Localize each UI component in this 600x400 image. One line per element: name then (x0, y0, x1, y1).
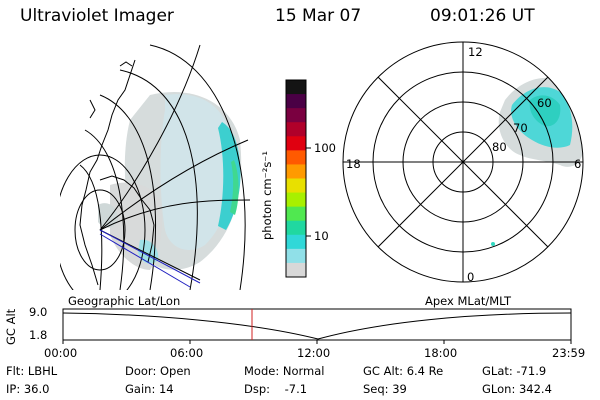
lat-label-80: 80 (492, 140, 507, 154)
timeline-right-title: Apex MLat/MLT (425, 294, 512, 308)
coastline (79, 59, 155, 286)
colorbar-segment (286, 136, 306, 151)
polar-image (491, 77, 583, 246)
colorbar-segment (286, 80, 306, 95)
colorbar-segment (286, 94, 306, 109)
polar-grid (342, 41, 584, 283)
timeline-left-title: Geographic Lat/Lon (68, 294, 181, 308)
status-gc-alt: GC Alt: 6.4 Re (363, 364, 444, 378)
date-label: 15 Mar 07 (275, 6, 362, 26)
orbit-track (99, 229, 201, 288)
colorbar (286, 80, 306, 278)
timeline-x-tick-4: 23:59 (552, 346, 586, 360)
time-label: 09:01:26 UT (430, 6, 535, 26)
mlt-label-0: 0 (467, 270, 475, 284)
colorbar-segment (286, 164, 306, 179)
status-mode: Mode: Normal (244, 364, 325, 378)
colorbar-segment (286, 108, 306, 123)
lat-label-60: 60 (537, 96, 552, 110)
mlt-label-12: 12 (468, 45, 483, 59)
timeline-x-tick-2: 12:00 (297, 346, 331, 360)
colorbar-unit-label: photon cm⁻²s⁻¹ (260, 151, 274, 240)
colorbar-tick-10: 10 (314, 229, 329, 243)
timeline-x-tick-1: 06:00 (170, 346, 204, 360)
colorbar-segment (286, 122, 306, 137)
instrument-title: Ultraviolet Imager (20, 6, 174, 26)
status-door: Door: Open (125, 364, 191, 378)
timeline-x-tick-3: 18:00 (424, 346, 458, 360)
status-filter: Flt: LBHL (6, 364, 58, 378)
timeline-x-tick-0: 00:00 (44, 346, 78, 360)
colorbar-segment (286, 178, 306, 194)
status-glon: GLon: 342.4 (482, 382, 552, 396)
timeline-y-min: 1.8 (29, 328, 48, 342)
colorbar-segment (286, 150, 306, 165)
status-seq: Seq: 39 (363, 382, 407, 396)
timeline-axis-label: GC Alt (4, 308, 18, 345)
status-glat: GLat: -71.9 (482, 364, 547, 378)
status-gain: Gain: 14 (125, 382, 174, 396)
colorbar-segment (286, 192, 306, 208)
colorbar-tick-100: 100 (314, 141, 336, 155)
colorbar-segment (286, 206, 306, 222)
altitude-timeline (62, 308, 572, 344)
colorbar-segment (286, 234, 306, 250)
timeline-y-max: 9.0 (29, 305, 48, 319)
mlt-label-18: 18 (346, 157, 361, 171)
geographic-grid (60, 44, 251, 290)
lat-label-70: 70 (513, 121, 528, 135)
mlt-label-6: 6 (574, 157, 582, 171)
colorbar-segment (286, 262, 306, 278)
colorbar-segment (286, 220, 306, 236)
status-dsp: Dsp: -7.1 (244, 382, 308, 396)
colorbar-frame (285, 79, 307, 278)
status-ip: IP: 36.0 (6, 382, 50, 396)
colorbar-segment (286, 248, 306, 264)
